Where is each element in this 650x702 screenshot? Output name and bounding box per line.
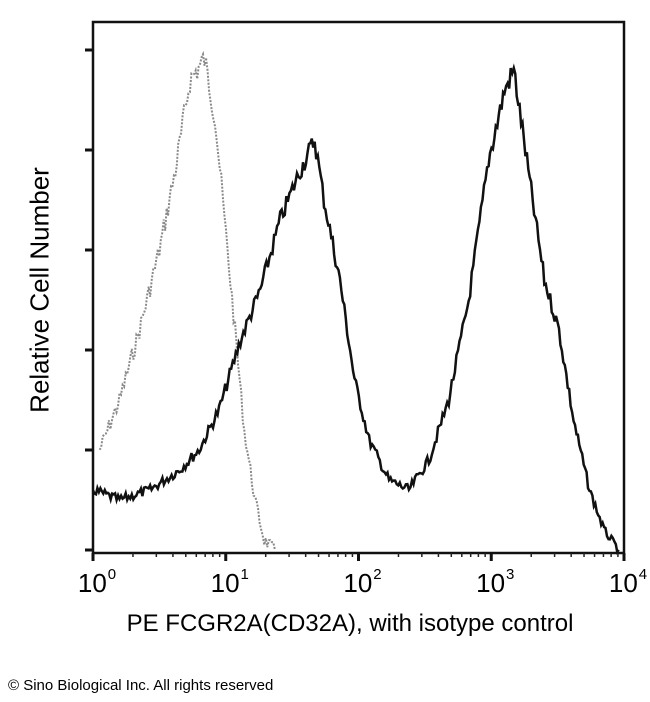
x-tick-label: 102 — [343, 566, 381, 599]
plot-frame — [91, 20, 626, 555]
x-tick-exponent: 1 — [240, 566, 249, 583]
x-tick-label: 104 — [609, 566, 647, 599]
x-tick-label: 101 — [211, 566, 249, 599]
x-tick-base: 10 — [210, 568, 240, 598]
x-tick-base: 10 — [608, 568, 638, 598]
x-tick-exponent: 4 — [638, 566, 648, 583]
x-tick-exponent: 3 — [506, 566, 515, 583]
x-tick-base: 10 — [343, 568, 373, 598]
x-tick-exponent: 0 — [107, 566, 117, 583]
y-axis-label: Relative Cell Number — [24, 167, 55, 413]
x-tick-exponent: 2 — [373, 566, 382, 583]
x-tick-label: 103 — [476, 566, 514, 599]
sample-histogram — [91, 63, 620, 556]
x-tick-label: 100 — [78, 566, 116, 599]
x-axis-label: PE FCGR2A(CD32A), with isotype control — [126, 610, 574, 637]
x-tick-base: 10 — [476, 568, 506, 598]
copyright-text: © Sino Biological Inc. All rights reserv… — [8, 677, 274, 694]
isotype-control-histogram — [98, 50, 276, 551]
x-tick-base: 10 — [77, 568, 107, 598]
